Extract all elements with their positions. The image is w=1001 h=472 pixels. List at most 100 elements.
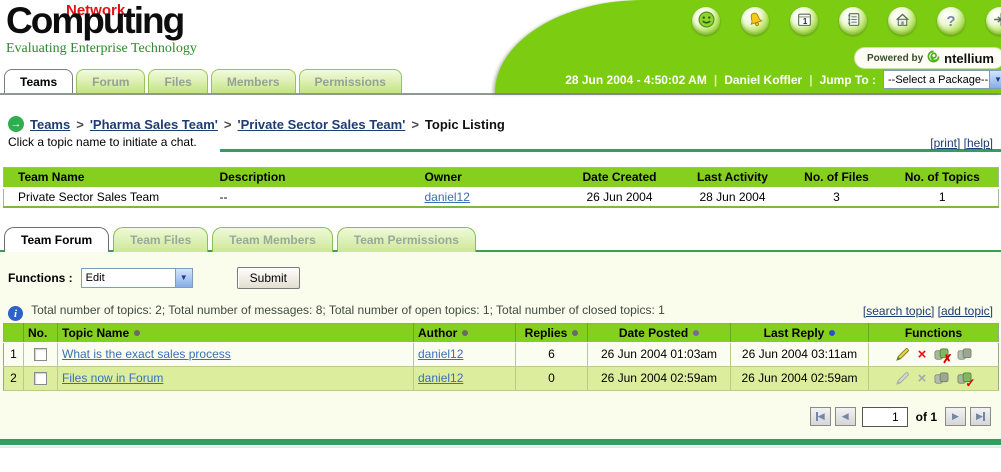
row-checkbox[interactable]	[34, 348, 47, 362]
logout-button[interactable]	[986, 7, 1001, 35]
breadcrumb: → Teams > 'Pharma Sales Team' > 'Private…	[8, 115, 993, 133]
functions-select-value: Edit	[85, 271, 105, 284]
tab-teams[interactable]: Teams	[4, 69, 74, 93]
col-replies: Replies	[515, 323, 588, 343]
current-user: Daniel Koffler	[724, 72, 803, 87]
topic-author-link[interactable]: daniel12	[418, 347, 464, 361]
functions-row: Functions : Edit ▼ Submit	[8, 266, 1001, 289]
subtab-team-files[interactable]: Team Files	[113, 226, 209, 252]
col-functions: Functions	[868, 323, 999, 343]
edit-topic-icon[interactable]	[895, 346, 911, 362]
sort-dot[interactable]	[134, 329, 141, 336]
edit-topic-icon-disabled	[895, 370, 911, 386]
breadcrumb-teams-link[interactable]: Teams	[30, 116, 71, 132]
team-table-row: Private Sector Sales Team -- daniel12 26…	[3, 187, 999, 208]
add-topic-link[interactable]: [add topic]	[937, 303, 993, 318]
next-page-button[interactable]: ▶	[945, 407, 966, 426]
search-topic-link[interactable]: [search topic]	[862, 303, 935, 318]
col-row-index	[3, 323, 24, 343]
bell-icon	[747, 11, 764, 31]
question-mark-icon: ?	[946, 12, 956, 30]
page-number-input[interactable]	[861, 406, 908, 427]
first-page-button[interactable]: ◀	[809, 407, 831, 426]
smiley-chat-button[interactable]	[692, 7, 720, 35]
col-no: No.	[23, 323, 58, 343]
print-link[interactable]: [print]	[930, 136, 961, 150]
separator: |	[713, 72, 718, 87]
svg-text:1: 1	[802, 17, 807, 26]
col-topic-name: Topic Name	[57, 323, 414, 343]
alerts-button[interactable]	[741, 7, 769, 35]
breadcrumb-separator: >	[223, 116, 232, 132]
tab-files[interactable]: Files	[148, 69, 208, 93]
subtab-green-line	[0, 249, 1001, 252]
subtab-team-members[interactable]: Team Members	[212, 226, 333, 252]
row-function-icons: × ✓	[873, 370, 994, 390]
topic-row: 1 What is the exact sales process daniel…	[3, 342, 999, 367]
submit-button[interactable]: Submit	[236, 266, 301, 289]
sort-dot[interactable]	[693, 329, 700, 336]
last-page-button[interactable]: ▶	[970, 407, 991, 426]
calendar-button[interactable]: 1	[790, 7, 818, 35]
functions-select[interactable]: Edit ▼	[80, 267, 193, 288]
separator: |	[809, 72, 813, 87]
col-no-of-topics: No. of Topics	[886, 167, 999, 189]
topic-author-link[interactable]: daniel12	[418, 371, 464, 385]
col-date-posted: Date Posted	[587, 323, 731, 343]
help-button[interactable]: ?	[937, 7, 965, 35]
breadcrumb-separator: >	[76, 116, 84, 132]
powered-by-label: Powered by	[867, 52, 924, 64]
topic-totals-text: Total number of topics: 2; Total number …	[31, 302, 665, 317]
team-owner-link[interactable]: daniel12	[424, 190, 470, 204]
replies-count: 6	[515, 342, 588, 367]
sort-dot[interactable]	[829, 329, 836, 336]
home-icon	[894, 11, 911, 31]
help-link[interactable]: [help]	[963, 136, 993, 150]
tab-permissions[interactable]: Permissions	[298, 69, 402, 93]
powered-by-badge[interactable]: Powered by ntellium	[854, 47, 1001, 69]
breadcrumb-private-team-link[interactable]: 'Private Sector Sales Team'	[237, 116, 406, 132]
sort-dot[interactable]	[462, 329, 469, 336]
tab-forum[interactable]: Forum	[76, 69, 146, 93]
contacts-button[interactable]	[839, 7, 867, 35]
replies-count: 0	[515, 366, 588, 391]
col-last-activity: Last Activity	[678, 167, 787, 189]
package-select-value: --Select a Package--	[888, 73, 989, 86]
bottom-divider	[0, 444, 1001, 448]
main-tab-bar: Teams Forum Files Members Permissions	[4, 69, 402, 93]
team-summary-table: Team Name Description Owner Date Created…	[3, 167, 999, 208]
open-topic-icon[interactable]: ✓	[956, 370, 975, 390]
intellium-swirl-icon	[927, 50, 940, 66]
tab-members[interactable]: Members	[210, 69, 296, 93]
subtab-team-permissions[interactable]: Team Permissions	[336, 226, 476, 252]
bottom-green-bar	[0, 438, 1001, 445]
prev-page-button[interactable]: ◀	[834, 407, 856, 426]
last-reply-cell: 26 Jun 2004 02:59am	[730, 366, 869, 391]
col-team-name: Team Name	[3, 167, 216, 189]
date-created-cell: 26 Jun 2004	[560, 187, 679, 208]
info-icon: i	[8, 306, 23, 321]
topic-status-icon[interactable]	[956, 346, 972, 362]
topics-count-cell: 1	[886, 187, 999, 208]
topic-name-link[interactable]: What is the exact sales process	[62, 347, 231, 361]
close-topic-icon[interactable]: ✗	[933, 346, 952, 366]
breadcrumb-pharma-team-link[interactable]: 'Pharma Sales Team'	[89, 116, 218, 132]
topic-name-link[interactable]: Files now in Forum	[62, 371, 164, 385]
subtab-team-forum[interactable]: Team Forum	[4, 226, 110, 252]
datetime-text: 28 Jun 2004 - 4:50:02 AM	[565, 72, 707, 87]
header-icon-row: 1 ?	[692, 7, 1001, 35]
smiley-icon	[698, 11, 715, 31]
topic-row: 2 Files now in Forum daniel12 0 26 Jun 2…	[3, 366, 999, 391]
logout-door-icon	[992, 11, 1001, 31]
chevron-down-icon: ▼	[989, 71, 1001, 88]
pagination: ◀ ◀ of 1 ▶ ▶	[0, 406, 991, 427]
delete-topic-icon[interactable]: ×	[917, 345, 927, 363]
red-x-overlay-icon: ✗	[942, 352, 953, 366]
home-button[interactable]	[888, 7, 916, 35]
package-select[interactable]: --Select a Package-- ▼	[883, 70, 1001, 89]
team-table-header-row: Team Name Description Owner Date Created…	[3, 167, 999, 189]
row-checkbox[interactable]	[34, 372, 47, 386]
chevron-down-icon: ▼	[174, 268, 192, 287]
sort-dot[interactable]	[572, 329, 579, 336]
last-reply-cell: 26 Jun 2004 03:11am	[730, 342, 869, 367]
